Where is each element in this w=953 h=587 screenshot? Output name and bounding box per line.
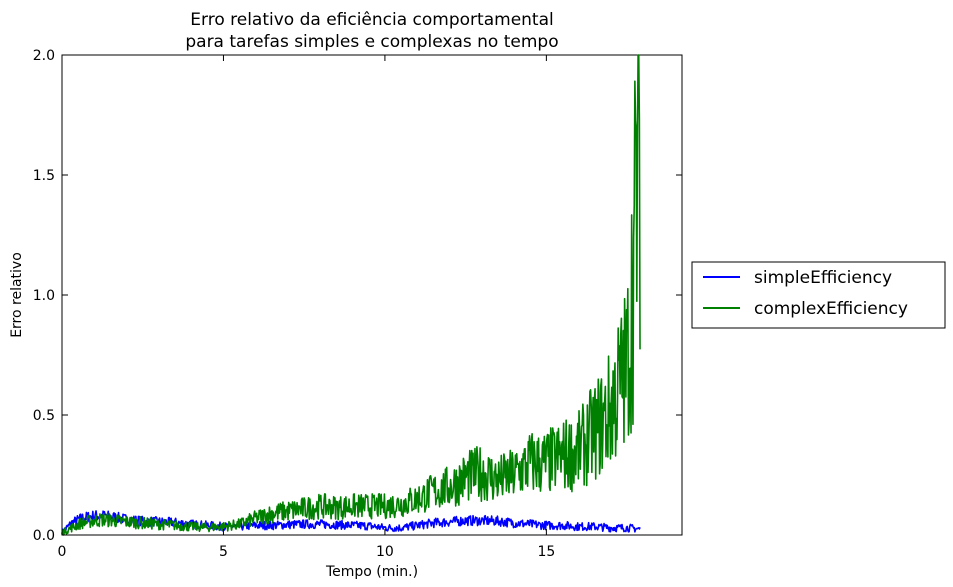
tick-layer	[61, 54, 682, 536]
series-line-complexEfficiency	[61, 54, 641, 536]
chart-title: Erro relativo da eficiência comportament…	[185, 10, 558, 52]
y-tick-label: 2.0	[33, 48, 55, 64]
y-tick-label: 0.5	[33, 408, 55, 424]
chart-title-line-2: para tarefas simples e complexas no temp…	[185, 32, 558, 52]
legend-label-simple-efficiency: simpleEfficiency	[754, 268, 892, 288]
y-axis-label: Erro relativo	[9, 252, 25, 338]
legend: simpleEfficiency complexEfficiency	[691, 261, 946, 329]
x-tick-labels: 0 5 10 15	[58, 544, 556, 560]
legend-frame	[691, 261, 946, 329]
y-tick-label: 1.0	[33, 288, 55, 304]
legend-label-complex-efficiency: complexEfficiency	[754, 299, 908, 319]
y-tick-label: 1.5	[33, 168, 55, 184]
x-tick-label: 15	[537, 544, 555, 560]
series-layer	[61, 54, 641, 536]
y-tick-label: 0.0	[33, 528, 55, 544]
chart-title-line-1: Erro relativo da eficiência comportament…	[190, 10, 553, 30]
y-tick-labels: 0.0 0.5 1.0 1.5 2.0	[33, 48, 55, 544]
x-tick-label: 10	[376, 544, 394, 560]
x-axis-label: Tempo (min.)	[325, 564, 418, 580]
x-tick-label: 5	[219, 544, 228, 560]
x-tick-label: 0	[58, 544, 67, 560]
plot-area	[61, 54, 683, 536]
